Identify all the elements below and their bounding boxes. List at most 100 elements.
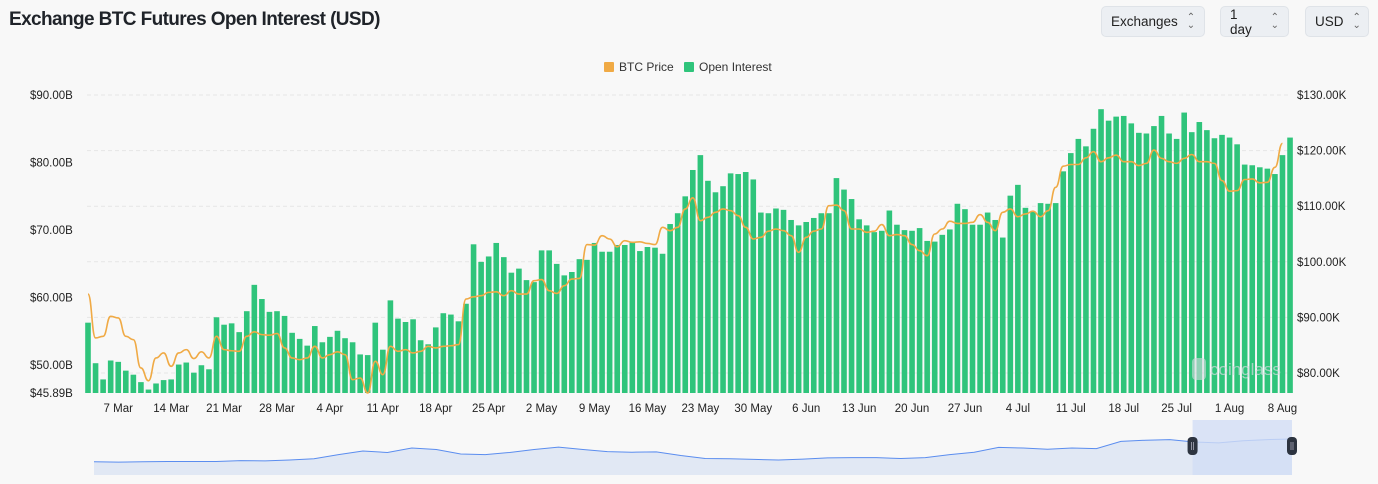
open-interest-bar[interactable] [417,340,424,393]
open-interest-bar[interactable] [425,344,431,393]
open-interest-bar[interactable] [213,317,220,393]
open-interest-bar[interactable] [886,210,893,393]
open-interest-bar[interactable] [826,213,832,393]
open-interest-bar[interactable] [304,345,311,393]
open-interest-bar[interactable] [1098,109,1104,393]
open-interest-bar[interactable] [916,228,923,393]
open-interest-bar[interactable] [130,374,137,393]
open-interest-bar[interactable] [818,213,825,393]
open-interest-bar[interactable] [637,251,643,393]
open-interest-bar[interactable] [1181,112,1187,393]
open-interest-bar[interactable] [591,242,598,393]
open-interest-bar[interactable] [206,369,212,393]
open-interest-bar[interactable] [251,284,258,393]
open-interest-bar[interactable] [1015,184,1021,393]
open-interest-bar[interactable] [863,225,870,393]
open-interest-bar[interactable] [342,338,348,393]
open-interest-bar[interactable] [931,241,938,393]
open-interest-bar[interactable] [735,174,741,393]
open-interest-bar[interactable] [621,244,628,393]
open-interest-bar[interactable] [1113,116,1119,393]
open-interest-bar[interactable] [848,199,855,393]
open-interest-bar[interactable] [901,230,908,393]
legend-item-open-interest[interactable]: Open Interest [684,60,772,74]
open-interest-bar[interactable] [92,363,99,393]
open-interest-bar[interactable] [538,250,545,393]
open-interest-bar[interactable] [1272,174,1278,393]
open-interest-bar[interactable] [319,342,326,393]
open-interest-bar[interactable] [1279,155,1286,393]
open-interest-bar[interactable] [138,382,144,393]
interval-select[interactable]: 1 day ⌃ ⌄ [1220,6,1289,37]
open-interest-bar[interactable] [380,349,386,393]
open-interest-bar[interactable] [191,372,197,393]
open-interest-bar[interactable] [123,370,129,393]
open-interest-bar[interactable] [115,361,122,393]
open-interest-bar[interactable] [644,247,651,393]
open-interest-bar[interactable] [894,224,900,393]
open-interest-bar[interactable] [455,321,462,393]
minimap-selected-range[interactable] [1192,420,1292,475]
open-interest-bar[interactable] [312,326,318,393]
open-interest-bar[interactable] [765,213,772,393]
open-interest-bar[interactable] [629,242,636,393]
open-interest-bar[interactable] [690,169,696,393]
open-interest-bar[interactable] [349,342,356,393]
open-interest-bar[interactable] [1128,123,1135,394]
open-interest-bar[interactable] [296,338,303,393]
open-interest-bar[interactable] [1030,211,1036,393]
open-interest-bar[interactable] [145,389,152,393]
open-interest-bar[interactable] [909,230,915,393]
open-interest-bar[interactable] [682,196,689,393]
open-interest-bar[interactable] [1211,138,1218,393]
open-interest-bar[interactable] [758,212,764,393]
open-interest-bar[interactable] [1052,203,1059,393]
open-interest-bar[interactable] [780,209,787,393]
open-interest-bar[interactable] [531,282,537,393]
range-minimap[interactable] [93,420,1297,475]
open-interest-bar[interactable] [924,240,930,393]
open-interest-bar[interactable] [1105,120,1112,393]
open-interest-bar[interactable] [432,327,439,393]
open-interest-bar[interactable] [962,209,968,393]
open-interest-bar[interactable] [1151,126,1157,394]
open-interest-bar[interactable] [523,280,530,393]
open-interest-bar[interactable] [485,256,492,393]
legend-item-btc-price[interactable]: BTC Price [604,60,674,74]
open-interest-bar[interactable] [750,179,757,393]
open-interest-bar[interactable] [810,217,817,393]
open-interest-bar[interactable] [947,229,953,393]
open-interest-bar[interactable] [198,365,205,393]
open-interest-bar[interactable] [984,212,991,393]
open-interest-bar[interactable] [463,303,469,393]
open-interest-bar[interactable] [493,242,500,393]
open-interest-bar[interactable] [720,186,726,393]
open-interest-bar[interactable] [478,261,484,393]
open-interest-bar[interactable] [1083,146,1089,393]
open-interest-bar[interactable] [1158,115,1165,393]
open-interest-bar[interactable] [1241,164,1248,393]
open-interest-bar[interactable] [1068,153,1074,393]
open-interest-bar[interactable] [1264,168,1271,393]
open-interest-bar[interactable] [1022,207,1029,393]
open-interest-bar[interactable] [334,330,341,393]
open-interest-bar[interactable] [1234,144,1240,393]
open-interest-bar[interactable] [614,244,620,393]
open-interest-bar[interactable] [999,237,1006,393]
open-interest-bar[interactable] [1196,122,1203,394]
open-interest-bar[interactable] [160,380,167,393]
open-interest-bar[interactable] [274,311,280,393]
open-interest-bar[interactable] [175,364,182,393]
open-interest-bar[interactable] [357,354,363,393]
open-interest-bar[interactable] [501,257,507,393]
open-interest-bar[interactable] [1143,133,1150,393]
open-interest-bar[interactable] [266,311,273,393]
open-interest-bar[interactable] [327,336,333,393]
open-interest-bar[interactable] [107,360,114,393]
open-interest-bar[interactable] [553,263,560,393]
open-interest-bar[interactable] [856,219,862,393]
open-interest-bar[interactable] [879,230,885,393]
open-interest-bar[interactable] [546,250,552,393]
open-interest-bar[interactable] [1090,128,1097,394]
